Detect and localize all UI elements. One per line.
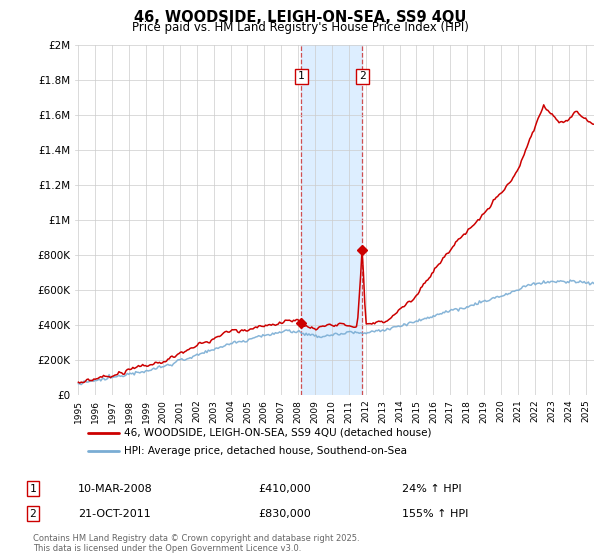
Text: 10-MAR-2008: 10-MAR-2008 <box>78 484 153 494</box>
Text: HPI: Average price, detached house, Southend-on-Sea: HPI: Average price, detached house, Sout… <box>124 446 407 456</box>
Text: Price paid vs. HM Land Registry's House Price Index (HPI): Price paid vs. HM Land Registry's House … <box>131 21 469 34</box>
Text: 1: 1 <box>298 71 305 81</box>
Bar <box>301 45 362 395</box>
Text: 2: 2 <box>359 71 366 81</box>
Text: 155% ↑ HPI: 155% ↑ HPI <box>402 508 469 519</box>
Text: 46, WOODSIDE, LEIGH-ON-SEA, SS9 4QU (detached house): 46, WOODSIDE, LEIGH-ON-SEA, SS9 4QU (det… <box>124 428 432 437</box>
Text: £410,000: £410,000 <box>258 484 311 494</box>
Text: 24% ↑ HPI: 24% ↑ HPI <box>402 484 461 494</box>
Text: 1: 1 <box>29 484 37 494</box>
Text: Contains HM Land Registry data © Crown copyright and database right 2025.
This d: Contains HM Land Registry data © Crown c… <box>33 534 359 553</box>
Text: 2: 2 <box>29 508 37 519</box>
Text: £830,000: £830,000 <box>258 508 311 519</box>
Text: 46, WOODSIDE, LEIGH-ON-SEA, SS9 4QU: 46, WOODSIDE, LEIGH-ON-SEA, SS9 4QU <box>134 10 466 25</box>
Text: 21-OCT-2011: 21-OCT-2011 <box>78 508 151 519</box>
